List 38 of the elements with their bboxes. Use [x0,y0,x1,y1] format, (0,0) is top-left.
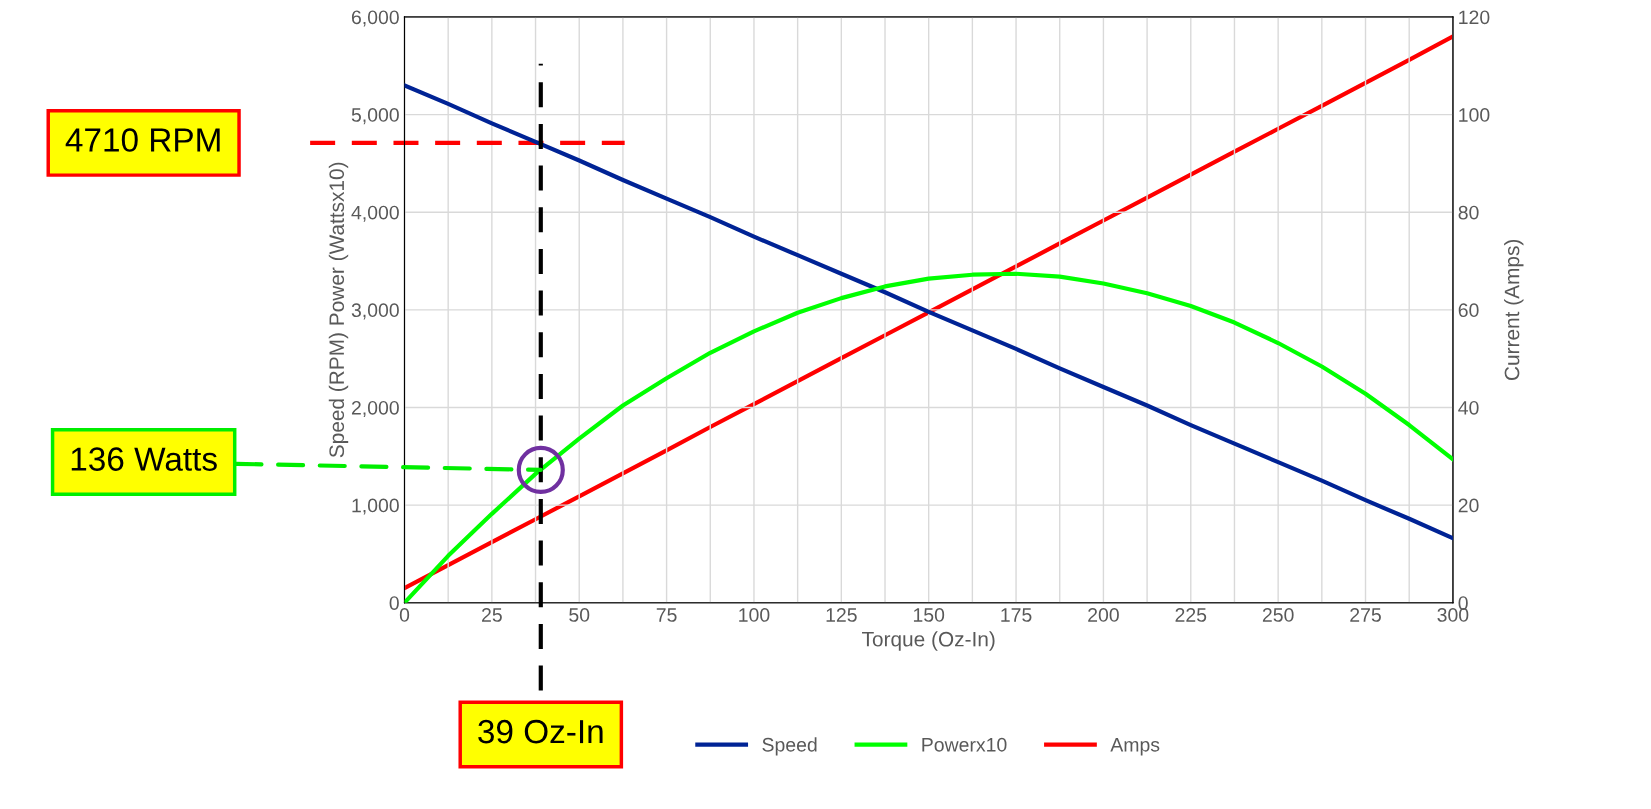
annotation: 136 Watts [71,447,217,471]
legend-label: Speed [762,737,817,756]
y-tick-label: 1,000 [352,498,399,515]
x-tick-label: 225 [1175,608,1207,622]
x-tick-label: 175 [1001,608,1032,622]
x-axis-title: Torque (Oz-In) [862,631,995,651]
legend-label: Amps [1110,738,1160,756]
y-tick-label: 2,000 [351,400,399,417]
y2-axis-title: Current (Amps) [1504,239,1524,380]
x-tick-label: 0 [399,608,410,622]
y2-tick-label: 20 [1458,498,1479,513]
x-tick-label: 100 [739,608,770,622]
x-tick-label: 50 [569,608,590,622]
x-tick-label: 25 [482,608,502,622]
y2-tick-label: 40 [1458,400,1479,415]
y2-tick-label: 120 [1459,10,1490,25]
y2-tick-label: 100 [1459,108,1490,122]
y2-tick-label: 0 [1458,596,1468,610]
y2-tick-label: 60 [1458,303,1479,318]
y-tick-label: 6,000 [351,10,399,27]
legend-label: Powerx10 [922,737,1007,752]
y-tick-label: 5,000 [351,108,399,125]
x-tick-label: 275 [1350,608,1381,622]
y-axis-title: Speed (RPM) Power (Wattsx10) [328,162,349,458]
line-series [404,83,1453,541]
x-tick-label: 125 [826,608,857,622]
line-series [404,34,1453,591]
ref-line-label: 4710 RPM [65,128,220,152]
y-tick-label: 3,000 [351,303,399,320]
x-tick-label: 150 [913,608,945,622]
ref-line-label: 39 Oz-In [478,719,603,744]
y-tick-label: 4,000 [351,205,399,222]
x-tick-label: 200 [1088,608,1119,622]
y2-tick-label: 80 [1458,205,1479,220]
y-tick-label: 0 [389,596,399,610]
x-tick-label: 75 [656,608,677,622]
x-tick-label: 300 [1437,608,1469,622]
x-tick-label: 250 [1262,608,1294,622]
